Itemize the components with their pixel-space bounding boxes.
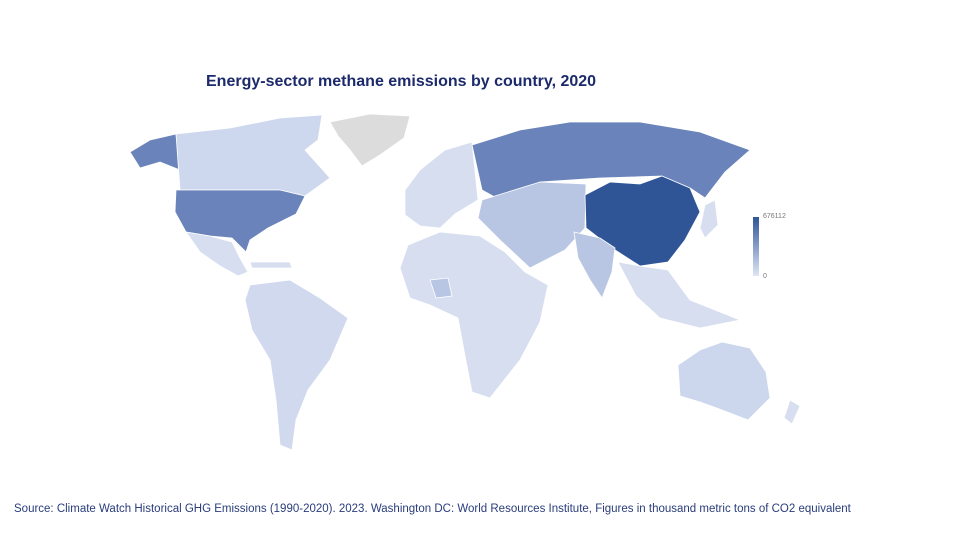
region-india[interactable]	[573, 231, 616, 299]
region-australia[interactable]	[677, 341, 771, 421]
region-south-america[interactable]	[244, 279, 349, 451]
region-africa[interactable]	[399, 231, 549, 399]
region-central-asia-middle-east[interactable]	[477, 181, 587, 269]
legend-min-label: 0	[763, 273, 767, 280]
region-alaska[interactable]	[129, 133, 181, 171]
region-caribbean[interactable]	[249, 261, 293, 269]
region-nigeria[interactable]	[429, 277, 453, 299]
legend-color-bar	[753, 217, 759, 276]
region-europe[interactable]	[404, 141, 479, 229]
region-greenland[interactable]	[329, 113, 411, 167]
region-canada[interactable]	[175, 114, 331, 197]
map-title: Energy-sector methane emissions by count…	[206, 73, 597, 90]
region-southeast-asia[interactable]	[617, 261, 742, 329]
source-note: Source: Climate Watch Historical GHG Emi…	[14, 503, 851, 515]
legend-max-label: 676112	[763, 213, 786, 220]
region-united-states[interactable]	[174, 189, 306, 253]
region-mexico[interactable]	[185, 231, 249, 277]
region-new-zealand[interactable]	[783, 399, 801, 425]
region-japan[interactable]	[699, 199, 719, 239]
